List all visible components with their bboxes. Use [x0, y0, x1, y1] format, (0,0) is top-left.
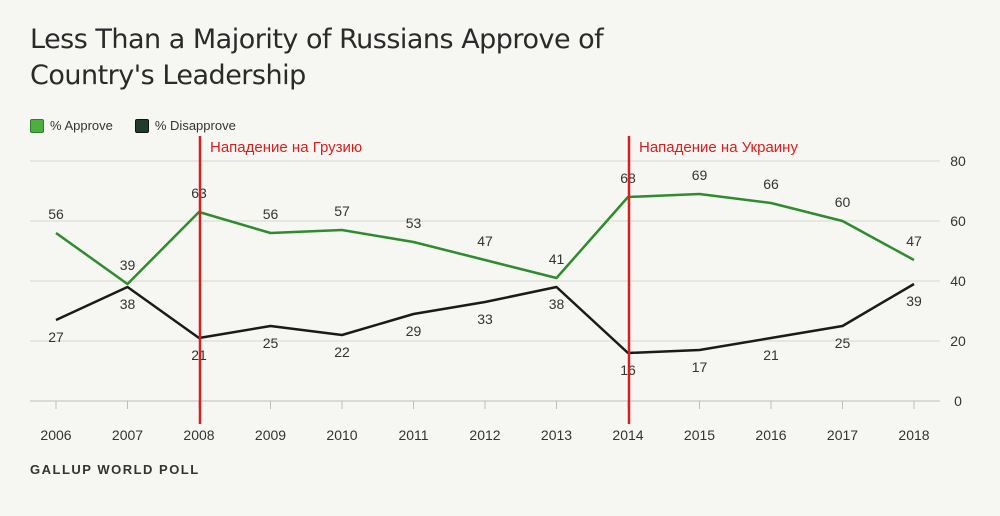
annotation-label-1: Нападение на Грузию: [210, 139, 362, 156]
data-label-approve: 47: [906, 233, 922, 249]
legend-label-disapprove: % Disapprove: [154, 118, 236, 133]
data-label-disapprove: 39: [906, 293, 922, 309]
y-tick-label: 60: [950, 213, 966, 229]
y-tick-label: 0: [954, 393, 962, 409]
x-tick-label: 2006: [40, 427, 71, 443]
annotation-label-2: Нападение на Украину: [639, 139, 798, 156]
y-tick-label: 80: [950, 153, 966, 169]
legend-item-approve: % Approve: [30, 118, 113, 133]
x-tick-label: 2012: [469, 427, 500, 443]
source-label: GALLUP WORLD POLL: [30, 462, 200, 477]
data-label-disapprove: 27: [48, 329, 64, 345]
x-tick-label: 2016: [755, 427, 786, 443]
y-tick-label: 40: [950, 273, 966, 289]
data-label-approve: 53: [406, 215, 422, 231]
data-label-disapprove: 29: [406, 323, 422, 339]
x-tick-label: 2015: [684, 427, 715, 443]
data-label-disapprove: 38: [120, 296, 136, 312]
data-label-disapprove: 25: [263, 335, 279, 351]
data-label-approve: 56: [48, 206, 64, 222]
data-label-disapprove: 22: [334, 344, 350, 360]
x-tick-label: 2013: [541, 427, 572, 443]
data-label-disapprove: 25: [835, 335, 851, 351]
x-tick-label: 2010: [326, 427, 357, 443]
data-label-disapprove: 33: [477, 311, 493, 327]
x-tick-label: 2014: [612, 427, 643, 443]
legend-swatch-approve: [30, 118, 44, 133]
data-label-approve: 39: [120, 257, 136, 273]
x-tick-label: 2007: [112, 427, 143, 443]
x-tick-label: 2008: [183, 427, 214, 443]
legend-item-disapprove: % Disapprove: [134, 118, 236, 133]
x-tick-label: 2011: [398, 427, 428, 443]
data-label-approve: 57: [334, 203, 350, 219]
y-tick-label: 20: [950, 333, 966, 349]
x-tick-label: 2017: [827, 427, 858, 443]
legend: % Approve % Disapprove: [30, 118, 236, 133]
data-label-approve: 47: [477, 233, 493, 249]
data-label-approve: 56: [263, 206, 279, 222]
data-label-disapprove: 21: [763, 347, 779, 363]
data-label-approve: 60: [835, 194, 851, 210]
x-tick-label: 2018: [898, 427, 929, 443]
x-tick-label: 2009: [255, 427, 286, 443]
data-label-disapprove: 17: [692, 359, 708, 375]
data-label-approve: 66: [763, 176, 779, 192]
data-label-approve: 69: [692, 167, 708, 183]
chart-title: Less Than a Majority of Russians Approve…: [30, 24, 604, 91]
data-label-disapprove: 38: [549, 296, 565, 312]
data-label-approve: 41: [549, 251, 565, 267]
legend-swatch-disapprove: [134, 118, 149, 133]
legend-label-approve: % Approve: [50, 118, 113, 133]
